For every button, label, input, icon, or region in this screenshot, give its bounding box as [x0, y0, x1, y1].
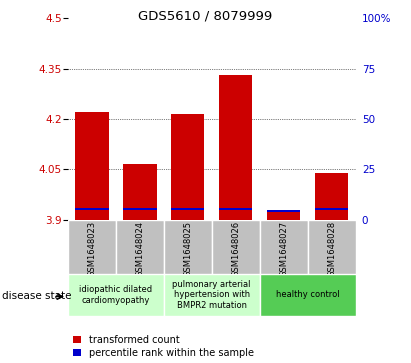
Bar [260, 220, 307, 274]
Bar [75, 112, 109, 220]
Text: disease state: disease state [2, 291, 72, 301]
Text: GSM1648025: GSM1648025 [183, 221, 192, 277]
Bar [116, 220, 164, 274]
Text: GSM1648023: GSM1648023 [87, 221, 96, 277]
Bar [267, 209, 300, 212]
Bar [212, 220, 260, 274]
Bar [219, 208, 252, 210]
Bar [68, 274, 164, 316]
Bar [68, 220, 116, 274]
Bar [307, 220, 356, 274]
Text: idiopathic dilated
cardiomyopathy: idiopathic dilated cardiomyopathy [79, 285, 152, 305]
Bar [164, 220, 212, 274]
Bar [123, 164, 157, 220]
Bar [219, 75, 252, 220]
Bar [123, 208, 157, 210]
Text: GSM1648028: GSM1648028 [327, 221, 336, 277]
Bar [260, 274, 356, 316]
Legend: transformed count, percentile rank within the sample: transformed count, percentile rank withi… [73, 335, 254, 358]
Text: GSM1648024: GSM1648024 [135, 221, 144, 277]
Text: GSM1648026: GSM1648026 [231, 221, 240, 277]
Bar [315, 208, 349, 210]
Text: GDS5610 / 8079999: GDS5610 / 8079999 [139, 9, 272, 22]
Bar [315, 172, 349, 220]
Bar [171, 208, 205, 210]
Text: pulmonary arterial
hypertension with
BMPR2 mutation: pulmonary arterial hypertension with BMP… [173, 280, 251, 310]
Bar [171, 114, 205, 220]
Bar [75, 208, 109, 210]
Bar [164, 274, 260, 316]
Bar [267, 209, 300, 220]
Text: healthy control: healthy control [276, 290, 339, 299]
Text: GSM1648027: GSM1648027 [279, 221, 288, 277]
